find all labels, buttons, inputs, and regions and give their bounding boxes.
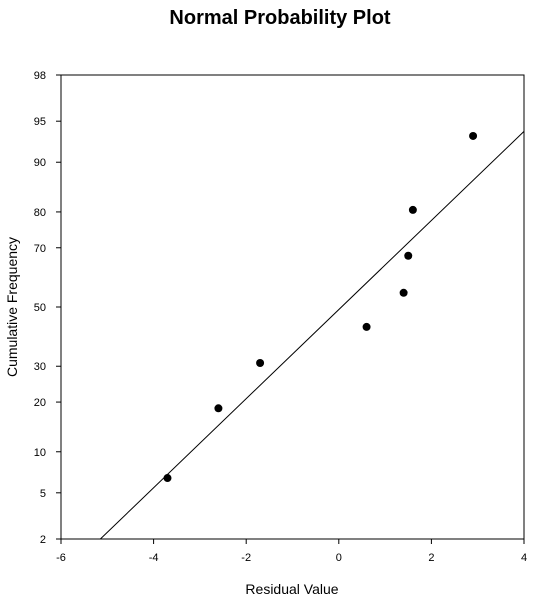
- fit-line: [100, 131, 525, 540]
- x-axis: -6 -4 -2 0 2 4: [56, 539, 527, 564]
- y-tick-label: 70: [34, 243, 46, 255]
- y-tick-label: 10: [34, 447, 46, 459]
- y-tick-label: 50: [34, 302, 46, 314]
- data-point: [404, 251, 413, 260]
- data-point: [362, 322, 371, 331]
- chart-title: Normal Probability Plot: [169, 7, 390, 29]
- y-tick-label: 5: [40, 488, 46, 500]
- x-tick-label: 0: [336, 552, 342, 564]
- data-point: [399, 288, 408, 297]
- y-tick-label: 98: [34, 70, 46, 82]
- x-axis-label: Residual Value: [245, 581, 338, 597]
- y-axis-label: Cumulative Frequency: [4, 237, 20, 377]
- x-tick-label: -2: [241, 552, 251, 564]
- x-tick-label: 2: [428, 552, 434, 564]
- data-point: [408, 205, 417, 214]
- x-tick-label: 4: [521, 552, 527, 564]
- y-tick-label: 95: [34, 116, 46, 128]
- fit-line-layer: [100, 131, 525, 540]
- y-tick-label: 20: [34, 397, 46, 409]
- data-point: [256, 359, 265, 368]
- y-tick-label: 30: [34, 361, 46, 373]
- data-point: [469, 131, 478, 140]
- data-point: [214, 404, 223, 413]
- x-tick-label: -4: [149, 552, 159, 564]
- y-tick-label: 80: [34, 207, 46, 219]
- data-points: [163, 131, 478, 483]
- data-point: [163, 474, 172, 483]
- plot-frame: [60, 74, 525, 540]
- y-tick-label: 90: [34, 157, 46, 169]
- y-axis: 2 5 10 20 30 50 70 80 90 95 98: [34, 70, 61, 546]
- x-tick-label: -6: [56, 552, 66, 564]
- y-tick-label: 2: [40, 534, 46, 546]
